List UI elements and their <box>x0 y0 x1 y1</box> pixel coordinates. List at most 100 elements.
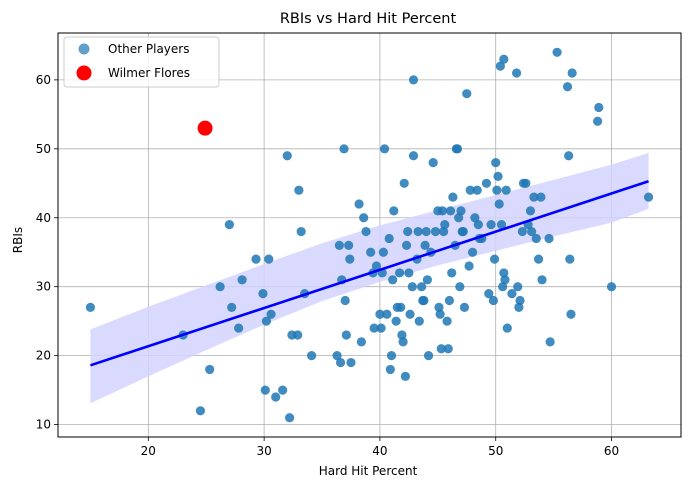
y-tick-label: 20 <box>36 349 51 363</box>
data-point <box>334 240 344 250</box>
y-tick-label: 60 <box>36 73 51 87</box>
data-point <box>552 47 562 57</box>
data-point <box>499 54 509 64</box>
x-axis-title: Hard Hit Percent <box>319 464 418 478</box>
data-point <box>459 302 470 312</box>
data-point <box>443 344 453 354</box>
x-tick-label: 20 <box>141 444 156 458</box>
data-point <box>488 295 499 306</box>
legend-label-other-players: Other Players <box>108 42 189 56</box>
data-point <box>465 185 475 195</box>
data-point <box>404 268 414 278</box>
data-point <box>258 289 268 299</box>
data-point <box>564 151 574 161</box>
data-point <box>439 226 449 237</box>
data-point <box>251 254 261 264</box>
data-point <box>296 226 306 237</box>
data-point <box>422 275 432 285</box>
data-point <box>484 289 494 299</box>
data-point <box>401 240 412 250</box>
data-point <box>386 351 397 361</box>
data-point <box>266 309 276 319</box>
data-point <box>437 206 448 216</box>
data-point <box>565 254 575 264</box>
data-point <box>282 151 292 161</box>
data-point <box>332 351 342 361</box>
data-point <box>531 233 541 244</box>
data-point <box>408 151 419 161</box>
data-point <box>371 261 382 271</box>
data-point <box>261 316 272 326</box>
data-point <box>395 268 405 278</box>
x-tick-label: 60 <box>604 444 619 458</box>
data-point <box>430 226 441 237</box>
data-point <box>205 364 215 375</box>
data-point <box>452 144 463 154</box>
highlight-point <box>197 120 213 136</box>
data-point <box>501 185 511 195</box>
data-point <box>260 385 270 395</box>
data-point <box>533 254 544 264</box>
data-point <box>408 75 419 85</box>
data-point <box>515 295 525 306</box>
data-point <box>545 337 555 347</box>
data-point <box>491 158 501 168</box>
data-point <box>473 220 483 230</box>
data-point <box>385 364 395 375</box>
data-point <box>354 199 364 209</box>
x-tick-label: 40 <box>372 444 387 458</box>
data-point <box>420 240 430 250</box>
data-point <box>378 247 388 257</box>
data-point <box>440 220 450 230</box>
data-point <box>434 302 444 312</box>
data-point <box>492 185 502 195</box>
data-point <box>455 282 465 292</box>
y-tick-label: 30 <box>36 280 51 294</box>
data-point <box>428 158 438 168</box>
data-point <box>293 330 303 340</box>
data-point <box>502 323 512 333</box>
data-point <box>470 213 480 223</box>
data-point <box>417 282 427 292</box>
data-point <box>513 282 523 292</box>
data-point <box>271 392 281 402</box>
data-point <box>339 144 349 154</box>
y-axis-ticks: 10 20 30 40 50 60 <box>36 73 58 432</box>
data-point <box>405 309 415 319</box>
data-point <box>361 226 371 237</box>
data-point <box>423 351 434 361</box>
data-point <box>388 275 398 285</box>
data-point <box>356 337 366 347</box>
y-tick-label: 50 <box>36 142 51 156</box>
x-axis-ticks: 20 30 40 50 60 <box>141 437 619 458</box>
data-point <box>464 261 474 271</box>
data-point <box>517 226 527 237</box>
data-point <box>489 254 500 264</box>
legend-box <box>63 36 220 88</box>
x-tick-label: 50 <box>488 444 503 458</box>
data-point <box>448 192 458 202</box>
legend-marker-other-players <box>78 43 90 55</box>
data-point <box>397 330 407 340</box>
data-point <box>215 282 225 292</box>
data-point <box>566 309 576 319</box>
data-point <box>537 275 547 285</box>
data-point <box>391 316 401 326</box>
data-point <box>341 330 351 340</box>
data-point <box>379 144 390 154</box>
data-point <box>511 68 522 78</box>
data-point <box>447 268 457 278</box>
data-point <box>227 302 237 312</box>
data-point <box>335 357 346 368</box>
data-points <box>85 47 654 423</box>
y-tick-label: 10 <box>36 418 51 432</box>
data-point <box>445 206 456 216</box>
data-point <box>500 275 510 285</box>
data-point <box>264 254 274 264</box>
highlight-points <box>197 120 213 136</box>
data-point <box>419 295 429 306</box>
data-point <box>224 220 234 230</box>
data-point <box>493 171 503 181</box>
x-tick-label: 30 <box>256 444 271 458</box>
regression-line-path <box>90 179 649 367</box>
